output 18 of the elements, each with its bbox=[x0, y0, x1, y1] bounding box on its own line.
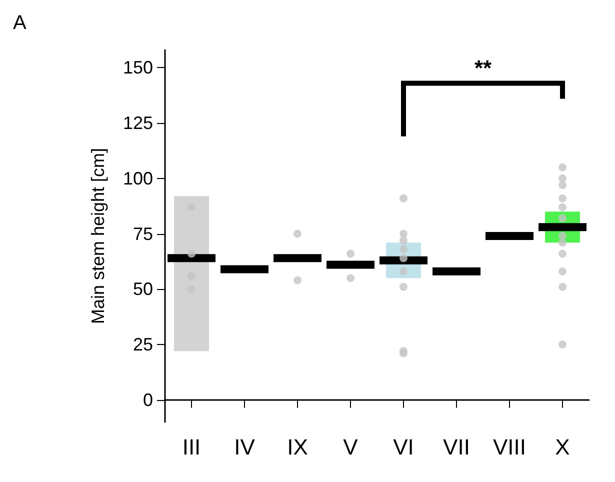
x-tick-label: VI bbox=[393, 434, 414, 460]
x-tick-label: III bbox=[182, 434, 201, 460]
x-tick-label: VIII bbox=[492, 434, 526, 460]
y-tick-label: 75 bbox=[132, 224, 153, 244]
y-tick-label: 50 bbox=[132, 279, 153, 300]
annotation: ** bbox=[474, 56, 492, 81]
y-tick-label: 25 bbox=[132, 334, 153, 354]
x-tick-label: IV bbox=[234, 434, 256, 460]
y-axis-title: Main stem height [cm] bbox=[88, 148, 108, 324]
y-tick-label: 150 bbox=[122, 58, 153, 78]
y-tick-label: 125 bbox=[122, 113, 153, 134]
chart-title: A bbox=[13, 12, 27, 34]
x-tick-label: IX bbox=[287, 434, 308, 460]
x-tick-label: X bbox=[555, 434, 570, 460]
x-tick-label: V bbox=[343, 434, 358, 460]
x-tick-label: VII bbox=[443, 434, 470, 460]
y-tick-label: 0 bbox=[142, 390, 153, 410]
y-tick-label: 100 bbox=[122, 168, 153, 188]
